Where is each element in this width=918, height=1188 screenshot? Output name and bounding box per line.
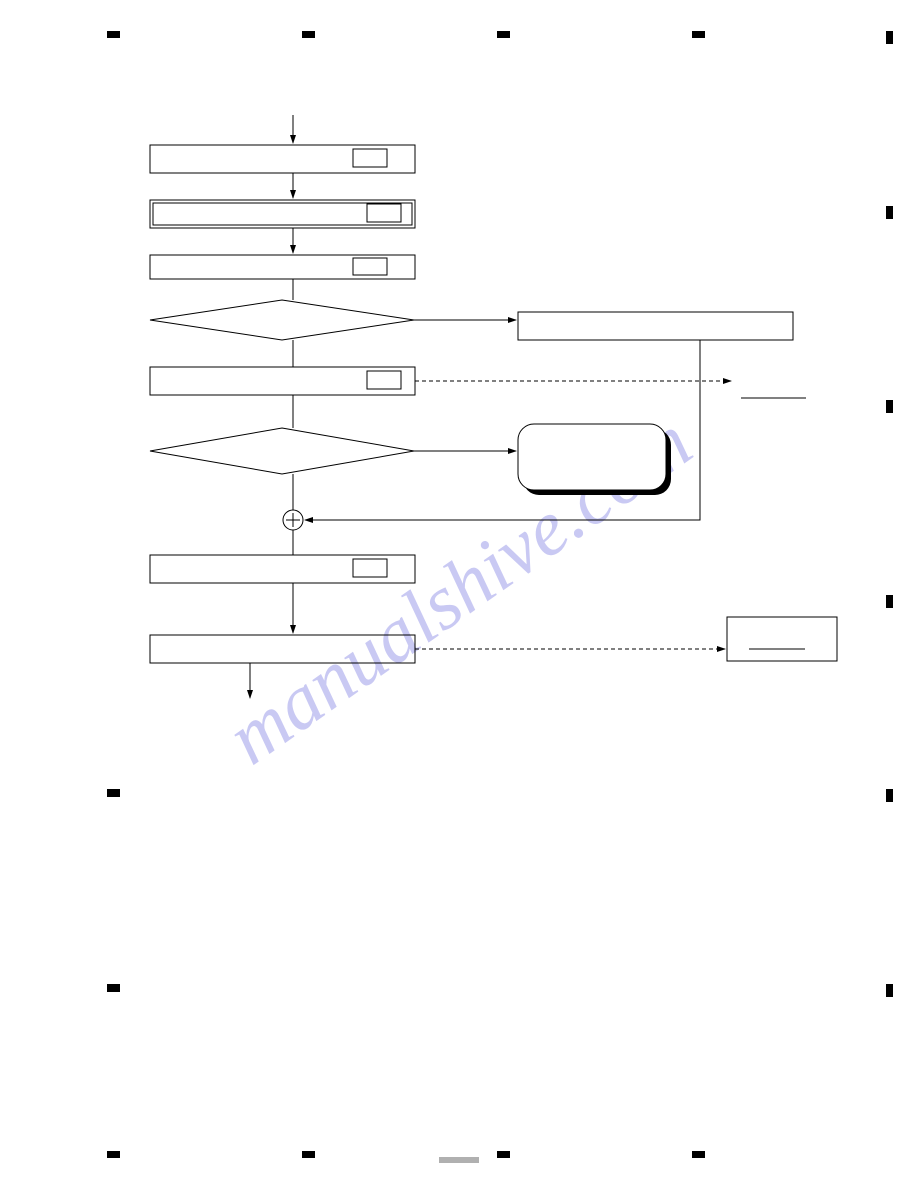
inner-box-n2 [367, 204, 401, 222]
edge-marker [302, 1151, 315, 1158]
rounded-round1 [518, 424, 666, 490]
edge-marker [497, 1151, 510, 1158]
edge-marker [886, 400, 893, 413]
edge-marker [107, 984, 120, 992]
edge-marker [886, 789, 893, 802]
edge-marker [692, 1151, 705, 1158]
inner-box-n3 [353, 258, 387, 275]
process-side2 [727, 617, 837, 661]
edge-marker [886, 595, 893, 608]
edge-marker [886, 31, 893, 44]
edge-marker [302, 31, 315, 38]
flowchart-svg [0, 0, 918, 1188]
decision-d2 [150, 428, 414, 474]
page-number [439, 1157, 479, 1163]
edge-marker [107, 1151, 120, 1158]
edge-marker [886, 206, 893, 219]
edge-marker [692, 31, 705, 38]
edge-marker [107, 31, 120, 38]
process-n6 [150, 635, 415, 663]
inner-box-n1 [353, 149, 387, 167]
edge-marker [886, 984, 893, 997]
decision-d1 [150, 300, 414, 340]
edge-marker [497, 31, 510, 38]
inner-box-n5 [353, 559, 387, 577]
edge-marker [107, 789, 120, 797]
inner-box-n4 [367, 371, 401, 389]
process-side1 [518, 312, 793, 340]
